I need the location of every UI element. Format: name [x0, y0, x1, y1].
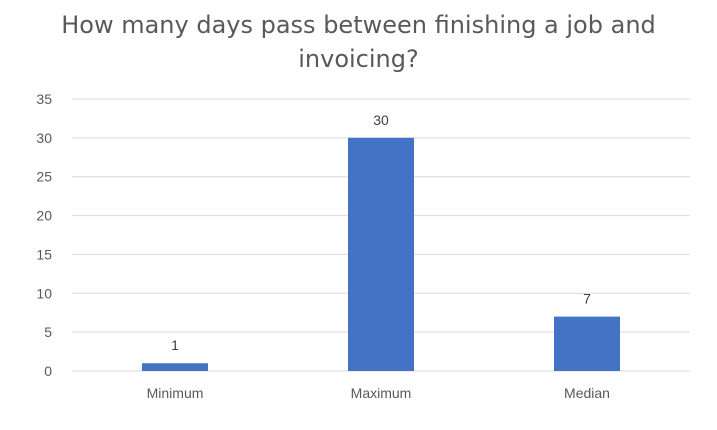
chart-title-line-1: How many days pass between finishing a j…	[61, 11, 656, 39]
chart-title-line-2: invoicing?	[298, 45, 419, 73]
y-tick-label: 0	[44, 363, 52, 379]
bar	[348, 137, 414, 371]
data-label: 7	[583, 291, 591, 307]
x-tick-label: Median	[564, 385, 610, 401]
y-tick-label: 10	[36, 285, 52, 301]
data-label: 1	[171, 337, 179, 353]
y-tick-label: 5	[44, 324, 52, 340]
y-tick-label: 30	[36, 130, 52, 146]
y-tick-label: 20	[36, 208, 52, 224]
y-tick-label: 25	[36, 169, 52, 185]
y-tick-label: 35	[36, 91, 52, 107]
x-tick-label: Minimum	[147, 385, 204, 401]
chart-title: How many days pass between finishing a j…	[0, 8, 717, 76]
y-tick-label: 15	[36, 246, 52, 262]
bar	[142, 363, 208, 371]
bar	[554, 316, 620, 371]
data-label: 30	[373, 112, 389, 128]
x-tick-label: Maximum	[351, 385, 412, 401]
